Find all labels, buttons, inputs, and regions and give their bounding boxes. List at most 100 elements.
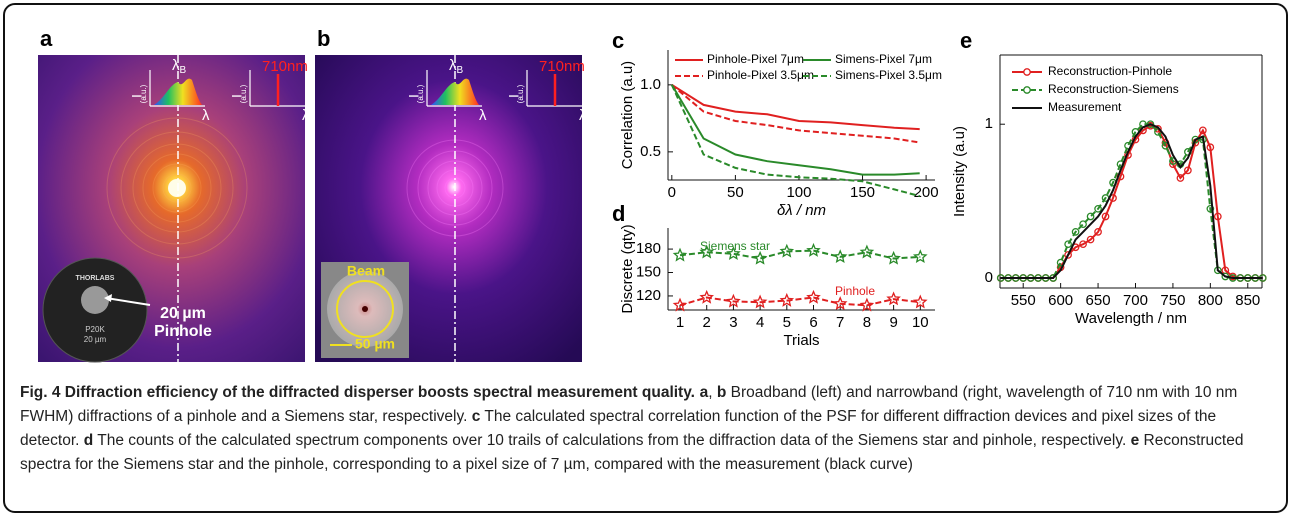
inset-y-label: I [229, 94, 245, 98]
x-axis-label: Trials [783, 332, 819, 349]
caption-text: Broadband (left) and narrowband (right, … [20, 384, 1238, 425]
star-marker [832, 296, 848, 310]
inset-y-label: I [129, 94, 145, 98]
series-line [679, 249, 921, 260]
star-center [362, 306, 368, 312]
photo-brand: THORLABS [76, 275, 115, 282]
legend-marker [1023, 68, 1031, 76]
x-tick-label: 100 [786, 184, 811, 201]
series-line [679, 296, 921, 307]
central-spot [168, 179, 186, 197]
y-tick-label: 120 [636, 287, 661, 304]
panel-label: c [612, 28, 624, 53]
series-line [1000, 124, 1263, 279]
star-marker [886, 291, 901, 306]
peak-subscript: B [457, 65, 464, 76]
y-axis-label: Discrete (qty) [619, 224, 636, 313]
caption-bold: a [699, 384, 709, 401]
star-marker [726, 246, 741, 260]
series-line [1000, 123, 1263, 279]
circle-marker [1206, 143, 1215, 152]
caption-text: The calculated spectral correlation func… [20, 408, 1217, 449]
inset-y-label: I [406, 94, 422, 98]
circle-marker [1094, 204, 1102, 213]
star-marker [859, 297, 875, 312]
x-tick-label: 5 [783, 314, 791, 331]
star-marker [912, 249, 928, 264]
series-annotation: Pinhole [835, 284, 875, 298]
callout-label: Pinhole [154, 323, 212, 340]
circle-marker [1086, 212, 1095, 221]
series-line [671, 83, 920, 131]
peak-symbol: λ [172, 57, 180, 74]
inset-y-unit: (a.u.) [416, 84, 425, 103]
arrow-head [104, 294, 112, 302]
panel-label: a [40, 26, 53, 51]
x-tick-label: 150 [850, 184, 875, 201]
caption: Fig. 4 Diffraction efficiency of the dif… [20, 381, 1270, 477]
circle-marker [1213, 212, 1222, 221]
y-tick-label: 0.5 [640, 143, 661, 160]
diffraction-rings [106, 117, 248, 259]
x-tick-label: 800 [1198, 292, 1223, 309]
star-marker [832, 249, 848, 264]
x-tick-label: 7 [836, 314, 844, 331]
star-marker [806, 242, 821, 257]
inset-x-label: λ [302, 107, 310, 124]
y-tick-label: 1.0 [640, 76, 661, 93]
x-tick-label: 850 [1235, 292, 1260, 309]
series-line [670, 84, 920, 176]
star-marker [779, 292, 795, 307]
legend-label: Simens-Pixel 3.5μm [835, 68, 942, 82]
star-marker [779, 243, 795, 258]
series-annotation: Siemens star [700, 239, 770, 253]
x-tick-label: 200 [914, 184, 939, 201]
y-tick-label: 0 [985, 269, 993, 286]
series-line [670, 84, 920, 198]
scale-label: 50 µm [355, 336, 395, 352]
circle-marker [1071, 228, 1080, 236]
y-tick-label: 150 [636, 263, 661, 280]
y-tick-label: 180 [636, 240, 661, 257]
circle-marker [1064, 251, 1072, 259]
caption-text: The counts of the calculated spectrum co… [93, 432, 1131, 449]
star-marker [672, 247, 688, 262]
inset-y-unit: (a.u.) [516, 84, 525, 103]
legend-label: Pinhole-Pixel 7μm [707, 52, 804, 66]
star-marker [806, 289, 821, 304]
x-tick-label: 50 [727, 184, 744, 201]
callout-arrow [105, 297, 151, 306]
legend-label: Simens-Pixel 7μm [835, 52, 932, 66]
caption-bold: e [1130, 432, 1140, 449]
star-marker [699, 289, 715, 304]
series-line [671, 84, 920, 144]
inset-line-label: 710nm [539, 58, 585, 75]
legend-label: Measurement [1048, 100, 1122, 114]
x-tick-label: 550 [1011, 292, 1036, 309]
x-tick-label: 10 [912, 314, 929, 331]
circle-marker [1079, 240, 1087, 249]
figure-frame [3, 3, 1288, 513]
x-axis-label: δλ / nm [777, 202, 826, 219]
photo-model: P20K [85, 325, 105, 334]
inset-x-label: λ [479, 107, 487, 124]
pinhole-mount [81, 286, 109, 314]
x-tick-label: 650 [1086, 292, 1111, 309]
inset-y-unit: (a.u.) [239, 84, 248, 103]
legend-label: Reconstruction-Pinhole [1048, 64, 1172, 78]
y-axis-label: Correlation (a.u) [619, 61, 636, 169]
peak-subscript: B [180, 65, 187, 76]
x-tick-label: 6 [809, 314, 817, 331]
inset-y-unit: (a.u.) [139, 84, 148, 103]
circle-marker [1184, 166, 1192, 175]
inset-x-label: λ [579, 107, 587, 124]
broadband-spectrum [431, 78, 479, 105]
circle-marker [1199, 126, 1207, 135]
photo-size: 20 µm [84, 335, 107, 344]
caption-text: , [708, 384, 717, 401]
beam-circle [336, 280, 394, 338]
x-tick-label: 2 [703, 314, 711, 331]
x-tick-label: 0 [668, 184, 676, 201]
